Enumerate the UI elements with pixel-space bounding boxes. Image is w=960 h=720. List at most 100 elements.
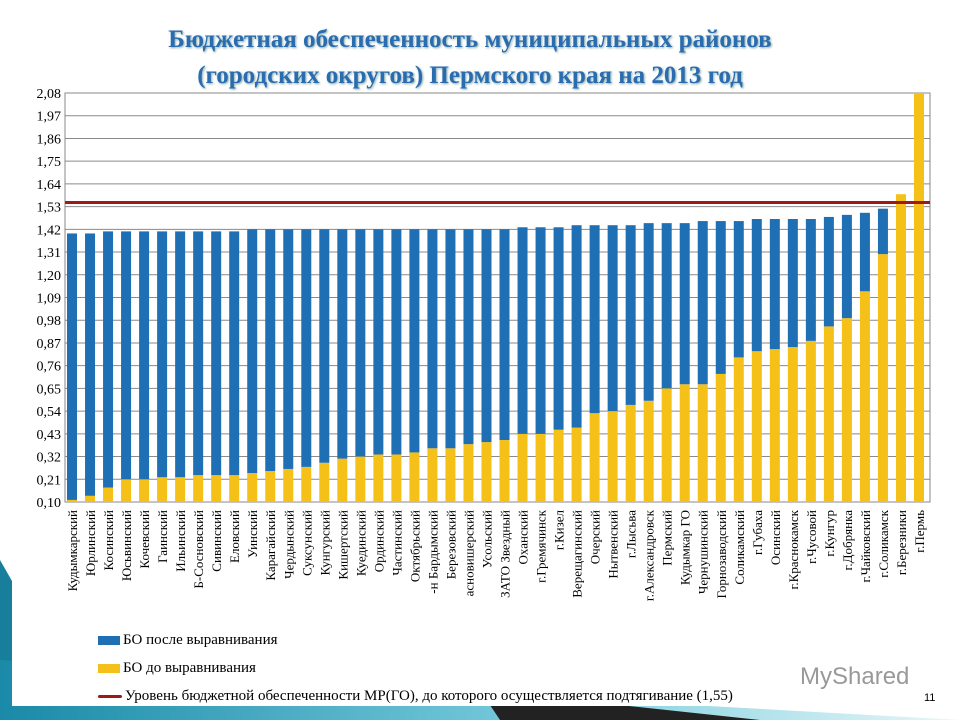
bar-before: [391, 454, 402, 502]
x-tick-label: Сивинский: [209, 510, 224, 572]
x-tick-label: Пермский: [660, 510, 675, 566]
x-tick-label: Березовский: [443, 510, 458, 579]
bar-before: [913, 93, 924, 502]
x-tick-label: Кудымкарский: [65, 510, 80, 591]
x-tick-label: Октябрьский: [407, 510, 422, 582]
x-tick-label: г.Добрянка: [840, 510, 855, 571]
bar-after: [409, 229, 420, 453]
x-tick-label: г.Чайковский: [858, 510, 873, 583]
x-tick-label: Нытвенский: [606, 510, 621, 579]
bar-after: [877, 208, 888, 255]
x-tick-label: г.Гремячинск: [534, 509, 549, 583]
y-tick-label: 1,86: [37, 132, 62, 147]
bar-after: [337, 229, 348, 459]
bar-before: [121, 479, 132, 502]
x-tick-label: Кудымкар ГО: [678, 510, 693, 585]
bar-before: [697, 384, 708, 502]
x-tick-label: г.Губаха: [750, 510, 765, 555]
bar-after: [805, 219, 816, 341]
bar-before: [571, 427, 582, 502]
y-tick-label: 0,54: [37, 405, 62, 420]
bar-before: [787, 347, 798, 502]
bar-after: [427, 229, 438, 449]
bar-after: [535, 227, 546, 434]
bar-after: [697, 221, 708, 385]
legend-line: [98, 695, 122, 698]
bar-after: [589, 225, 600, 414]
legend-item-after: БО после выравнивания: [98, 628, 733, 653]
bar-after: [247, 229, 258, 474]
bar-before: [211, 475, 222, 502]
bar-before: [67, 499, 78, 502]
bar-before: [499, 440, 510, 502]
bar-after: [787, 219, 798, 348]
x-tick-label: Куединский: [353, 510, 368, 576]
bar-after: [373, 229, 384, 455]
x-tick-label: Б-Сосновский: [191, 510, 206, 589]
y-tick-label: 1,42: [37, 223, 62, 238]
bar-after: [211, 231, 222, 476]
y-tick-label: 1,20: [37, 269, 62, 284]
x-tick-label: Косинский: [101, 510, 116, 571]
bar-after: [517, 227, 528, 434]
bar-before: [193, 475, 204, 502]
y-tick-label: 0,21: [37, 473, 62, 488]
bar-after: [265, 229, 276, 472]
x-tick-label: Чернушинский: [696, 510, 711, 594]
x-tick-label: Еловский: [227, 510, 242, 563]
bar-before: [661, 388, 672, 502]
bar-before: [733, 357, 744, 502]
bar-before: [877, 254, 888, 502]
bar-before: [427, 448, 438, 502]
bar-before: [445, 448, 456, 502]
x-tick-label: асновишерский: [461, 510, 476, 596]
x-tick-label: г.Кунгур: [822, 510, 837, 557]
x-tick-label: Кунгурский: [317, 510, 332, 576]
bar-before: [373, 454, 384, 502]
bar-after: [229, 231, 240, 476]
x-tick-label: Горнозаводский: [714, 510, 729, 599]
bar-before: [823, 326, 834, 502]
legend-label: Уровень бюджетной обеспеченности МР(ГО),…: [125, 688, 733, 704]
x-tick-label: г.Пермь: [912, 510, 927, 553]
bar-before: [805, 340, 816, 502]
y-tick-label: 0,32: [37, 451, 62, 466]
x-tick-label: Юсьвинский: [119, 510, 134, 581]
x-tick-label: г.Лысьва: [624, 510, 639, 558]
x-tick-label: Оханский: [516, 510, 531, 564]
bar-after: [715, 221, 726, 374]
watermark: MyShared: [800, 663, 909, 690]
bar-before: [175, 477, 186, 502]
bar-after: [625, 225, 636, 405]
x-tick-label: ЗАТО Звездный: [498, 510, 513, 598]
bar-before: [643, 400, 654, 502]
y-tick-label: 0,87: [37, 337, 62, 352]
bar-after: [139, 231, 150, 480]
bar-before: [751, 351, 762, 502]
y-tick-label: 0,10: [37, 496, 62, 511]
y-tick-label: 1,53: [37, 201, 62, 216]
bar-before: [589, 413, 600, 502]
y-tick-label: 1,64: [37, 178, 62, 193]
bar-after: [121, 231, 132, 480]
bar-before: [157, 477, 168, 502]
bar-before: [769, 349, 780, 502]
y-tick-label: 2,08: [37, 87, 62, 102]
bar-before: [481, 442, 492, 502]
legend-item-before: БО до выравнивания: [98, 656, 733, 681]
bar-before: [679, 384, 690, 502]
x-tick-label: Суксунский: [299, 510, 314, 576]
bar-after: [283, 229, 294, 469]
x-tick-label: Очерский: [588, 510, 603, 564]
x-tick-label: Уинский: [245, 510, 260, 558]
x-tick-label: Ординский: [371, 510, 386, 572]
bar-after: [481, 229, 492, 443]
bar-before: [337, 458, 348, 502]
x-tick-label: Усольский: [479, 510, 494, 568]
bar-after: [823, 216, 834, 327]
bar-after: [499, 229, 510, 441]
y-tick-label: 0,98: [37, 314, 62, 329]
bar-before: [301, 466, 312, 502]
bar-after: [193, 231, 204, 476]
